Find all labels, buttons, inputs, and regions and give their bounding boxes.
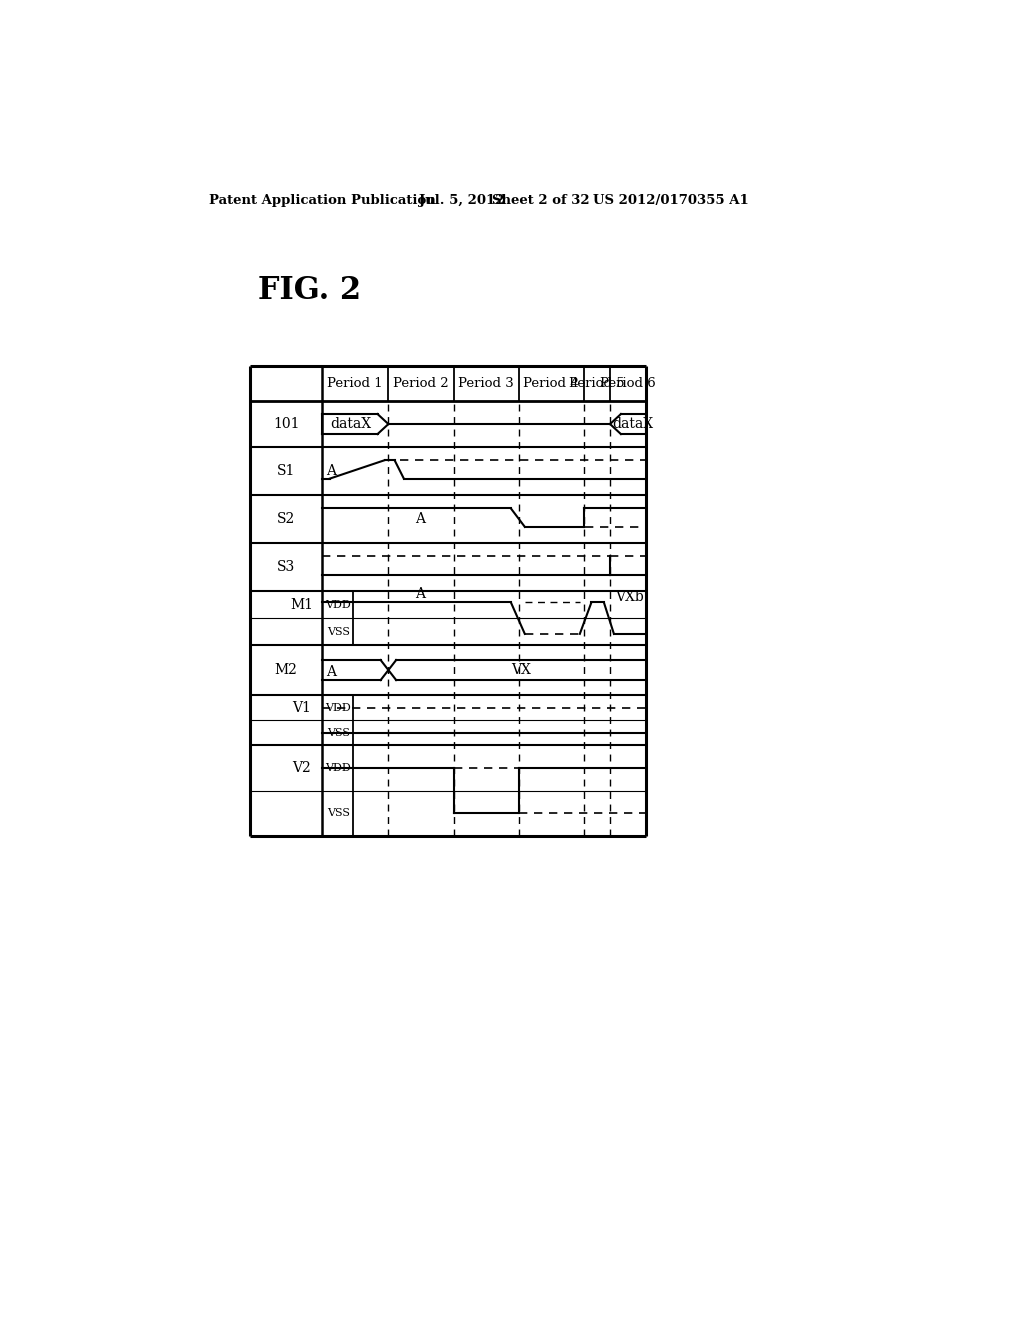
Text: VX: VX (511, 663, 530, 677)
Text: A: A (415, 587, 425, 601)
Text: V1: V1 (292, 701, 311, 714)
Text: S2: S2 (276, 512, 295, 527)
Text: Period 4: Period 4 (523, 378, 579, 391)
Text: M1: M1 (290, 598, 313, 611)
Text: Patent Application Publication: Patent Application Publication (209, 194, 436, 207)
Text: VSS: VSS (328, 808, 350, 818)
Text: Jul. 5, 2012: Jul. 5, 2012 (419, 194, 504, 207)
Text: 101: 101 (272, 417, 299, 432)
Text: A: A (327, 664, 337, 678)
Text: S3: S3 (276, 560, 295, 574)
Text: dataX: dataX (331, 417, 372, 432)
Text: Period 1: Period 1 (328, 378, 383, 391)
Text: VXb: VXb (615, 590, 644, 603)
Text: dataX: dataX (612, 417, 654, 432)
Text: Period 2: Period 2 (393, 378, 449, 391)
Text: A: A (415, 512, 425, 527)
Text: VDD: VDD (325, 599, 350, 610)
Text: Period 3: Period 3 (458, 378, 514, 391)
Text: M2: M2 (274, 663, 298, 677)
Text: US 2012/0170355 A1: US 2012/0170355 A1 (593, 194, 749, 207)
Text: FIG. 2: FIG. 2 (258, 276, 361, 306)
Text: Period 6: Period 6 (600, 378, 655, 391)
Text: VSS: VSS (328, 727, 350, 738)
Text: VSS: VSS (328, 627, 350, 636)
Text: VDD: VDD (325, 702, 350, 713)
Text: Period 5: Period 5 (569, 378, 625, 391)
Text: V2: V2 (292, 760, 311, 775)
Text: Sheet 2 of 32: Sheet 2 of 32 (493, 194, 590, 207)
Text: A: A (326, 463, 336, 478)
Text: VDD: VDD (325, 763, 350, 772)
Text: S1: S1 (276, 465, 295, 478)
